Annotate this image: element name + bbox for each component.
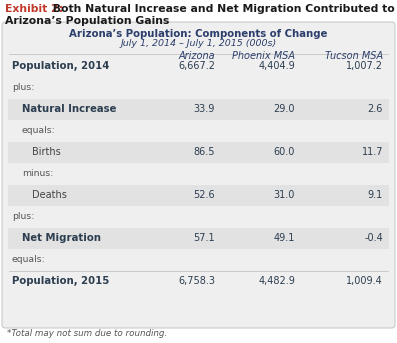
- Text: Births: Births: [32, 147, 61, 157]
- Text: 6,758.3: 6,758.3: [178, 276, 215, 286]
- Text: Arizona: Arizona: [178, 51, 215, 61]
- Text: 57.1: 57.1: [193, 233, 215, 243]
- Text: plus:: plus:: [12, 212, 35, 221]
- Text: 60.0: 60.0: [274, 147, 295, 157]
- Text: 1,009.4: 1,009.4: [346, 276, 383, 286]
- Text: 6,667.2: 6,667.2: [178, 61, 215, 71]
- Bar: [8, 142, 389, 163]
- Text: Population, 2015: Population, 2015: [12, 276, 110, 286]
- FancyBboxPatch shape: [2, 22, 395, 328]
- Text: *Total may not sum due to rounding.: *Total may not sum due to rounding.: [7, 329, 167, 338]
- Text: Population, 2014: Population, 2014: [12, 61, 110, 71]
- Bar: [8, 228, 389, 248]
- Text: Both Natural Increase and Net Migration Contributed to: Both Natural Increase and Net Migration …: [49, 4, 395, 14]
- Text: 2.6: 2.6: [368, 104, 383, 114]
- Text: equals:: equals:: [12, 255, 46, 264]
- Text: Deaths: Deaths: [32, 190, 67, 200]
- Text: -0.4: -0.4: [364, 233, 383, 243]
- Text: 4,404.9: 4,404.9: [258, 61, 295, 71]
- Text: 29.0: 29.0: [274, 104, 295, 114]
- Text: 86.5: 86.5: [193, 147, 215, 157]
- Text: 11.7: 11.7: [362, 147, 383, 157]
- Text: Natural Increase: Natural Increase: [22, 104, 116, 114]
- Text: Net Migration: Net Migration: [22, 233, 101, 243]
- Text: 4,482.9: 4,482.9: [258, 276, 295, 286]
- Text: plus:: plus:: [12, 83, 35, 92]
- Text: July 1, 2014 – July 1, 2015 (000s): July 1, 2014 – July 1, 2015 (000s): [120, 39, 277, 48]
- Text: Arizona’s Population Gains: Arizona’s Population Gains: [5, 16, 170, 26]
- Text: equals:: equals:: [22, 126, 56, 135]
- Text: 9.1: 9.1: [368, 190, 383, 200]
- Text: 1,007.2: 1,007.2: [346, 61, 383, 71]
- Bar: [8, 99, 389, 119]
- Bar: [8, 185, 389, 205]
- Text: Exhibit 2:: Exhibit 2:: [5, 4, 63, 14]
- Text: minus:: minus:: [22, 169, 53, 178]
- Text: Arizona’s Population: Components of Change: Arizona’s Population: Components of Chan…: [69, 29, 328, 39]
- Text: 33.9: 33.9: [194, 104, 215, 114]
- Text: 49.1: 49.1: [274, 233, 295, 243]
- Text: 52.6: 52.6: [193, 190, 215, 200]
- Text: Tucson MSA: Tucson MSA: [325, 51, 383, 61]
- Text: Phoenix MSA: Phoenix MSA: [232, 51, 295, 61]
- Text: 31.0: 31.0: [274, 190, 295, 200]
